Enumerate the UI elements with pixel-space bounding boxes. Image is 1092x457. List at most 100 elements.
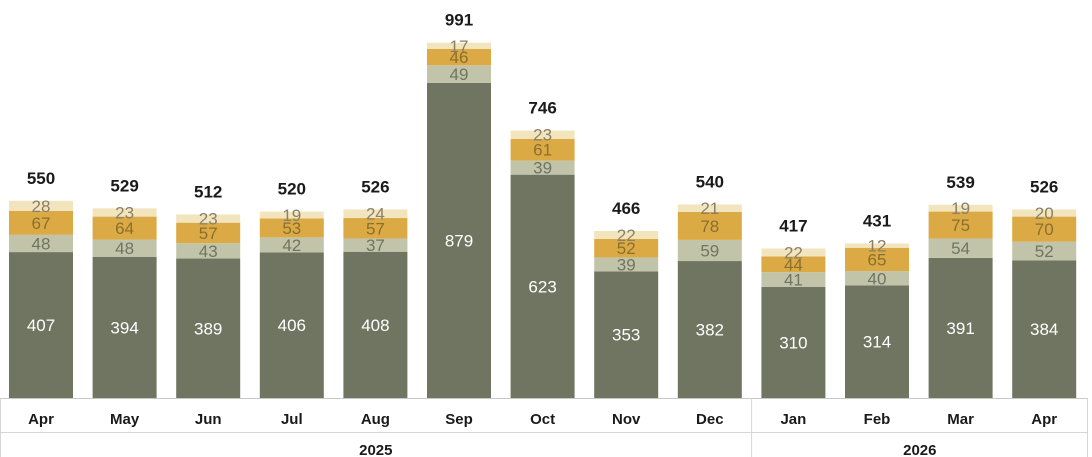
segment-value-label: 879 xyxy=(445,231,473,250)
bar-segment-oct-6-s2 xyxy=(510,138,575,161)
segment-value-label: 24 xyxy=(366,205,385,224)
bar-segment-jan-9-s0 xyxy=(761,286,826,398)
segment-value-label: 43 xyxy=(199,242,218,261)
total-value-label: 550 xyxy=(27,169,55,188)
segment-value-label: 17 xyxy=(450,37,469,56)
bar-segment-nov-7-s0 xyxy=(594,271,659,398)
segment-value-label: 54 xyxy=(951,239,970,258)
bar-segment-feb-10-s1 xyxy=(845,271,909,286)
segment-value-label: 57 xyxy=(199,224,218,243)
bar-segment-aug-4-s2 xyxy=(343,218,408,239)
bar-segment-aug-4-s3 xyxy=(343,209,408,219)
bar-segment-dec-8-s2 xyxy=(677,211,742,240)
segment-value-label: 406 xyxy=(278,316,306,335)
segment-value-label: 391 xyxy=(946,319,974,338)
total-value-label: 526 xyxy=(1030,177,1058,196)
segment-value-label: 22 xyxy=(617,226,636,245)
segment-value-label: 44 xyxy=(784,255,803,274)
bars-layer: 4074867285503944864235293894357235124064… xyxy=(9,11,1077,398)
segment-value-label: 623 xyxy=(528,277,556,296)
bar-segment-may-1-s3 xyxy=(92,208,157,217)
segment-value-label: 65 xyxy=(868,250,887,269)
bar-segment-apr-0-s2 xyxy=(9,210,73,235)
segment-value-label: 59 xyxy=(700,241,719,260)
bar-segment-mar-11-s0 xyxy=(928,257,993,398)
segment-value-label: 67 xyxy=(32,214,51,233)
x-axis: Apr May Jun Jul Aug Sep Oct Nov Dec Jan Feb Mar Apr 2… xyxy=(0,398,1088,457)
segment-value-label: 48 xyxy=(32,234,51,253)
total-value-label: 539 xyxy=(946,173,974,192)
month-tick-label: Sep xyxy=(445,411,473,428)
segment-value-label: 40 xyxy=(868,269,887,288)
month-tick-label: Aug xyxy=(361,411,390,428)
bar-segment-apr-12-s1 xyxy=(1012,241,1077,261)
month-tick-label: Apr xyxy=(1031,411,1057,428)
segment-value-label: 52 xyxy=(617,239,636,258)
bar-segment-oct-6-s1 xyxy=(510,160,575,175)
segment-value-label: 23 xyxy=(199,210,218,229)
segment-value-label: 46 xyxy=(450,48,469,67)
bar-segment-mar-11-s2 xyxy=(928,211,993,239)
bar-segment-sep-5-s1 xyxy=(427,65,491,83)
month-tick-label: May xyxy=(110,411,140,428)
bar-segment-jun-2-s1 xyxy=(176,243,241,259)
month-tick-label: Jan xyxy=(780,411,806,428)
segment-value-label: 19 xyxy=(282,206,301,225)
segment-value-label: 64 xyxy=(115,219,134,238)
bar-segment-oct-6-s3 xyxy=(510,130,575,139)
segment-value-label: 41 xyxy=(784,271,803,290)
bar-segment-jul-3-s0 xyxy=(259,252,324,398)
segment-value-label: 394 xyxy=(110,318,138,337)
bar-segment-mar-11-s1 xyxy=(928,238,993,258)
bar-segment-jul-3-s2 xyxy=(259,218,324,238)
year-group-label: 2025 xyxy=(359,442,392,457)
segment-value-label: 61 xyxy=(533,141,552,160)
bar-segment-dec-8-s1 xyxy=(677,239,742,262)
month-tick-label: Feb xyxy=(864,411,891,428)
segment-value-label: 28 xyxy=(32,197,51,216)
bar-segment-apr-0-s1 xyxy=(9,234,73,253)
total-value-label: 466 xyxy=(612,199,640,218)
bar-segment-aug-4-s1 xyxy=(343,238,408,252)
bar-segment-apr-0-s3 xyxy=(9,200,73,211)
segment-value-label: 12 xyxy=(868,237,887,256)
month-tick-label: Jun xyxy=(195,411,222,428)
segment-value-label: 20 xyxy=(1035,204,1054,223)
month-tick-label: Mar xyxy=(947,411,974,428)
bar-segment-feb-10-s2 xyxy=(845,247,909,272)
month-tick-label: Nov xyxy=(612,411,641,428)
bar-segment-jun-2-s3 xyxy=(176,214,241,223)
bar-segment-nov-7-s2 xyxy=(594,238,659,258)
total-value-label: 540 xyxy=(696,172,724,191)
bar-segment-aug-4-s0 xyxy=(343,251,408,398)
bar-segment-sep-5-s3 xyxy=(427,42,491,49)
segment-value-label: 384 xyxy=(1030,320,1058,339)
segment-value-label: 42 xyxy=(282,236,301,255)
segment-value-label: 22 xyxy=(784,243,803,262)
total-value-label: 417 xyxy=(779,217,807,236)
bar-segment-feb-10-s3 xyxy=(845,243,909,248)
year-group-label: 2026 xyxy=(903,442,936,457)
bar-segment-apr-0-s0 xyxy=(9,252,73,398)
bar-segment-jun-2-s0 xyxy=(176,258,241,398)
segment-value-label: 353 xyxy=(612,326,640,345)
bar-segment-oct-6-s0 xyxy=(510,174,575,398)
segment-value-label: 39 xyxy=(617,255,636,274)
bar-segment-mar-11-s3 xyxy=(928,204,993,212)
total-value-label: 991 xyxy=(445,11,473,30)
bar-segment-dec-8-s3 xyxy=(677,204,742,212)
bar-segment-sep-5-s2 xyxy=(427,48,491,66)
segment-value-label: 314 xyxy=(863,333,891,352)
segment-value-label: 37 xyxy=(366,236,385,255)
segment-value-label: 310 xyxy=(779,333,807,352)
month-tick-label: Jul xyxy=(281,411,303,428)
total-value-label: 431 xyxy=(863,211,891,230)
segment-value-label: 48 xyxy=(115,239,134,258)
month-tick-label: Oct xyxy=(530,411,555,428)
total-value-label: 529 xyxy=(110,176,138,195)
segment-value-label: 70 xyxy=(1035,220,1054,239)
bar-segment-jul-3-s3 xyxy=(259,211,324,219)
month-tick-label: Apr xyxy=(28,411,54,428)
segment-value-label: 23 xyxy=(533,126,552,145)
